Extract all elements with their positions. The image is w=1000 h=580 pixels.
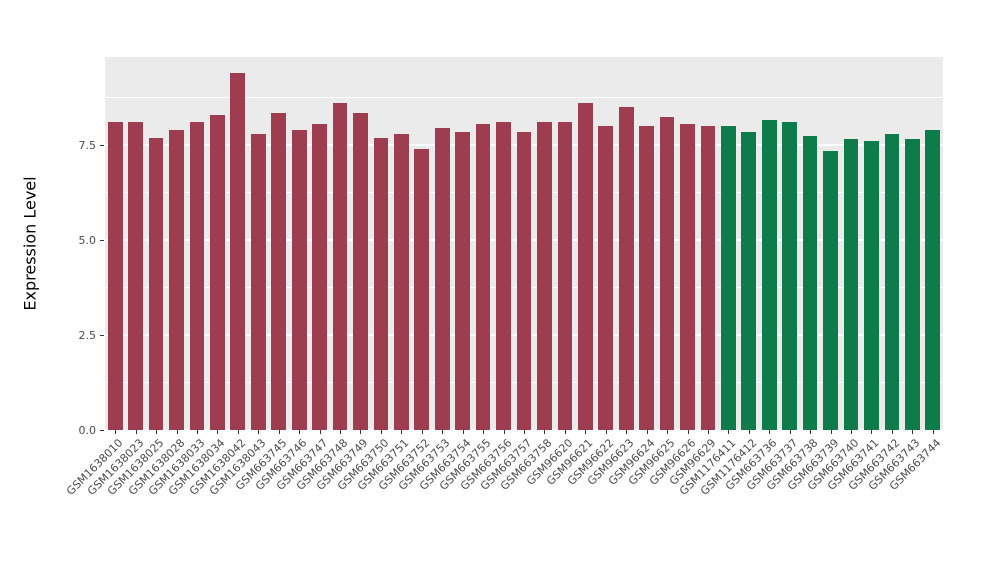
x-tick-mark xyxy=(810,430,812,434)
x-tick-mark xyxy=(544,430,546,434)
bar xyxy=(884,133,900,430)
x-tick-mark xyxy=(299,430,301,434)
x-tick-mark xyxy=(503,430,505,434)
bar xyxy=(250,133,266,430)
bar xyxy=(823,150,838,430)
x-tick-mark xyxy=(176,430,178,434)
bar xyxy=(680,124,695,430)
bar xyxy=(394,133,409,430)
bar xyxy=(598,126,614,430)
bar xyxy=(496,122,511,430)
bar xyxy=(353,112,368,430)
bar xyxy=(516,131,532,430)
bar xyxy=(659,116,675,430)
bar xyxy=(577,103,593,430)
bar xyxy=(925,129,941,430)
bar xyxy=(864,141,879,430)
bar xyxy=(537,122,552,430)
x-tick-mark xyxy=(278,430,280,434)
bar xyxy=(741,131,757,430)
bar xyxy=(455,131,471,430)
x-tick-mark xyxy=(196,430,198,434)
x-tick-mark xyxy=(871,430,873,434)
x-tick-mark xyxy=(421,430,423,434)
minor-gridline xyxy=(105,97,943,99)
x-tick-mark xyxy=(687,430,689,434)
bar xyxy=(475,124,491,430)
y-axis-title: Expression Level xyxy=(18,57,42,430)
bar xyxy=(107,122,123,430)
y-tick-mark xyxy=(100,145,104,147)
bar xyxy=(271,112,287,430)
x-tick-mark xyxy=(891,430,893,434)
x-tick-mark xyxy=(728,430,730,434)
x-tick-mark xyxy=(830,430,832,434)
bar xyxy=(557,122,573,430)
bar xyxy=(721,126,736,430)
y-tick-mark xyxy=(100,335,104,337)
x-tick-mark xyxy=(258,430,260,434)
bar xyxy=(128,122,143,430)
x-tick-mark xyxy=(769,430,771,434)
y-tick-label: 7.5 xyxy=(78,138,97,152)
y-tick-label: 0.0 xyxy=(78,423,97,437)
x-tick-mark xyxy=(217,430,219,434)
x-tick-mark xyxy=(932,430,934,434)
bar xyxy=(169,129,184,430)
x-tick-mark xyxy=(380,430,382,434)
bar xyxy=(189,122,205,430)
x-tick-mark xyxy=(524,430,525,434)
bar xyxy=(312,124,327,430)
y-tick-mark xyxy=(100,240,104,242)
x-tick-mark xyxy=(748,430,750,434)
bar xyxy=(761,120,777,430)
plot-area xyxy=(105,57,943,431)
x-tick-mark xyxy=(135,430,137,434)
bar xyxy=(414,148,430,430)
bar xyxy=(210,114,225,430)
x-tick-mark xyxy=(462,430,464,434)
y-axis-title-text: Expression Level xyxy=(20,176,40,311)
bar xyxy=(700,126,716,430)
bar xyxy=(332,103,348,430)
x-tick-mark xyxy=(564,430,566,434)
x-tick-mark xyxy=(585,430,587,434)
bar xyxy=(373,137,389,430)
x-tick-mark xyxy=(851,430,853,434)
x-tick-mark xyxy=(442,430,444,434)
x-tick-mark xyxy=(646,430,648,434)
bar xyxy=(802,135,818,430)
x-tick-mark xyxy=(156,430,158,434)
x-tick-mark xyxy=(401,430,403,434)
x-tick-mark xyxy=(237,430,239,434)
x-tick-mark xyxy=(340,430,342,434)
y-tick-mark xyxy=(100,430,104,431)
bar xyxy=(639,126,654,430)
x-tick-mark xyxy=(912,430,914,434)
bar xyxy=(230,72,246,430)
x-tick-mark xyxy=(667,430,669,434)
bar xyxy=(782,122,798,430)
bar xyxy=(148,137,164,430)
x-tick-mark xyxy=(626,430,628,434)
x-tick-mark xyxy=(115,430,117,434)
x-tick-mark xyxy=(707,430,709,434)
bar xyxy=(618,107,634,430)
x-tick-mark xyxy=(360,430,362,434)
y-tick-label: 2.5 xyxy=(78,328,97,342)
x-tick-mark xyxy=(605,430,607,434)
bar xyxy=(434,128,450,430)
x-tick-mark xyxy=(483,430,485,434)
bar xyxy=(291,129,307,430)
x-tick-mark xyxy=(789,430,791,434)
y-tick-label: 5.0 xyxy=(78,233,97,247)
bar xyxy=(904,139,920,430)
bar xyxy=(843,139,859,430)
x-tick-mark xyxy=(319,430,321,434)
